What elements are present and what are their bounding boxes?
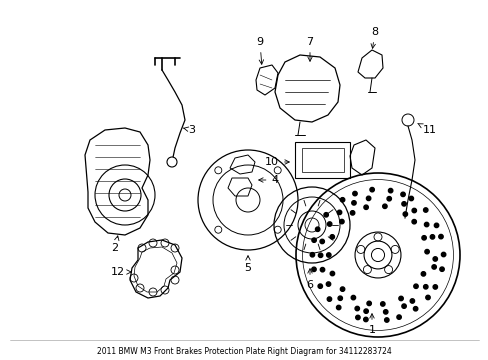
Circle shape: [383, 310, 387, 314]
Circle shape: [432, 257, 437, 261]
Circle shape: [320, 267, 324, 272]
Circle shape: [351, 201, 355, 205]
Circle shape: [329, 235, 334, 239]
Circle shape: [438, 234, 442, 239]
Circle shape: [439, 267, 443, 271]
Circle shape: [386, 197, 390, 201]
Circle shape: [315, 227, 319, 231]
Circle shape: [311, 267, 316, 271]
Circle shape: [339, 219, 344, 224]
Circle shape: [167, 157, 177, 167]
Circle shape: [432, 285, 437, 289]
Text: 10: 10: [264, 157, 289, 167]
Circle shape: [363, 309, 367, 313]
Circle shape: [366, 301, 370, 306]
Circle shape: [387, 188, 392, 193]
Circle shape: [409, 299, 414, 303]
Circle shape: [402, 212, 407, 216]
Circle shape: [384, 318, 388, 322]
Circle shape: [408, 196, 413, 201]
Circle shape: [413, 284, 417, 288]
Circle shape: [318, 253, 322, 257]
Circle shape: [420, 272, 425, 276]
Circle shape: [317, 284, 322, 288]
Text: 12: 12: [111, 267, 131, 277]
Circle shape: [363, 205, 367, 210]
Circle shape: [336, 305, 340, 310]
Circle shape: [354, 306, 359, 311]
Text: 7: 7: [306, 37, 313, 61]
Circle shape: [319, 239, 324, 244]
Text: 3: 3: [183, 125, 195, 135]
Circle shape: [400, 192, 405, 197]
Circle shape: [411, 208, 416, 213]
Circle shape: [324, 213, 328, 217]
Text: 1: 1: [368, 314, 375, 335]
Text: 2: 2: [111, 236, 119, 253]
Circle shape: [421, 235, 426, 240]
Text: 8: 8: [370, 27, 378, 48]
Circle shape: [350, 296, 355, 300]
Circle shape: [425, 295, 429, 300]
Circle shape: [350, 211, 354, 215]
Circle shape: [363, 317, 367, 322]
Circle shape: [429, 235, 434, 239]
Circle shape: [337, 296, 342, 301]
Circle shape: [382, 204, 386, 208]
Circle shape: [424, 249, 428, 254]
Circle shape: [380, 302, 384, 306]
Text: 5: 5: [244, 256, 251, 273]
Text: 2011 BMW M3 Front Brakes Protection Plate Right Diagram for 34112283724: 2011 BMW M3 Front Brakes Protection Plat…: [97, 347, 390, 356]
Text: 11: 11: [417, 123, 436, 135]
Circle shape: [355, 315, 359, 320]
Circle shape: [340, 198, 344, 202]
Text: 6: 6: [306, 269, 313, 290]
Circle shape: [431, 265, 435, 269]
Circle shape: [396, 315, 401, 319]
Circle shape: [309, 253, 314, 257]
Circle shape: [401, 304, 406, 308]
Text: 4: 4: [258, 175, 278, 185]
Circle shape: [369, 188, 374, 192]
Circle shape: [441, 252, 445, 257]
Circle shape: [424, 222, 428, 227]
Circle shape: [326, 297, 331, 301]
Circle shape: [401, 202, 406, 206]
Circle shape: [329, 271, 334, 276]
Circle shape: [337, 210, 341, 215]
Circle shape: [411, 220, 416, 224]
Circle shape: [366, 196, 370, 201]
Circle shape: [423, 285, 427, 289]
Circle shape: [327, 222, 331, 226]
Circle shape: [352, 192, 356, 196]
Circle shape: [433, 223, 438, 228]
Circle shape: [326, 253, 330, 257]
Circle shape: [325, 282, 330, 286]
Circle shape: [412, 307, 417, 311]
Circle shape: [398, 296, 403, 301]
Circle shape: [311, 238, 316, 242]
Circle shape: [340, 287, 344, 291]
Text: 9: 9: [256, 37, 263, 64]
Circle shape: [423, 208, 427, 212]
